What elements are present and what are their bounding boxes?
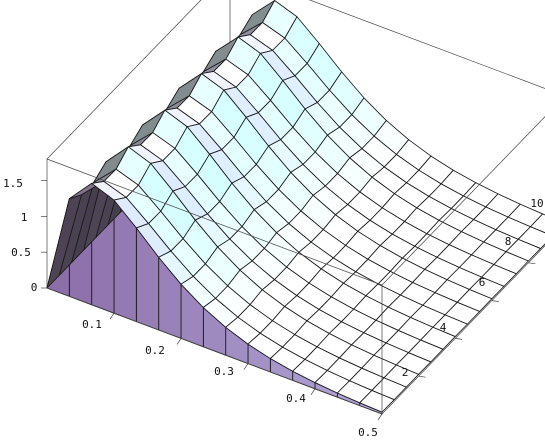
x-tick-mark — [176, 338, 182, 345]
x-tick-label: 0.2 — [145, 344, 165, 357]
z-tick-label: 0 — [31, 281, 38, 294]
y-tick-mark — [418, 375, 426, 378]
box-edge — [46, 287, 383, 415]
x-tick-label: 0.3 — [214, 365, 234, 378]
x-axis: 0.1 0.2 0.3 0.4 0.5 — [82, 318, 378, 439]
y-tick-label: 2 — [402, 366, 409, 379]
y-tick-mark — [491, 300, 499, 302]
y-tick-label: 8 — [505, 235, 512, 248]
surface-mesh — [46, 0, 545, 415]
surface-cell — [359, 390, 395, 413]
box-edge — [381, 116, 545, 286]
y-axis: 2 4 6 8 10 — [402, 197, 544, 379]
bounding-box-front — [41, 116, 545, 421]
x-tick-mark — [310, 388, 316, 395]
z-tick-label: 1.5 — [3, 177, 23, 190]
y-tick-label: 6 — [479, 276, 486, 289]
x-tick-mark — [377, 413, 383, 421]
y-tick-label: 4 — [440, 321, 447, 334]
y-tick-mark — [455, 338, 463, 340]
x-tick-mark — [109, 313, 115, 320]
y-tick-mark — [528, 262, 536, 265]
x-tick-label: 0.1 — [82, 318, 102, 331]
z-tick-label: 0.5 — [11, 246, 31, 259]
x-tick-label: 0.4 — [286, 392, 306, 405]
box-edge — [308, 0, 545, 89]
z-axis: 0 0.5 1 1.5 — [3, 177, 37, 294]
box-edge — [381, 245, 545, 415]
x-tick-mark — [243, 363, 249, 370]
box-edge — [46, 0, 202, 160]
y-tick-label: 10 — [530, 197, 543, 210]
x-tick-label: 0.5 — [358, 426, 378, 439]
z-tick-label: 1 — [21, 211, 28, 224]
box-edge — [46, 158, 383, 286]
